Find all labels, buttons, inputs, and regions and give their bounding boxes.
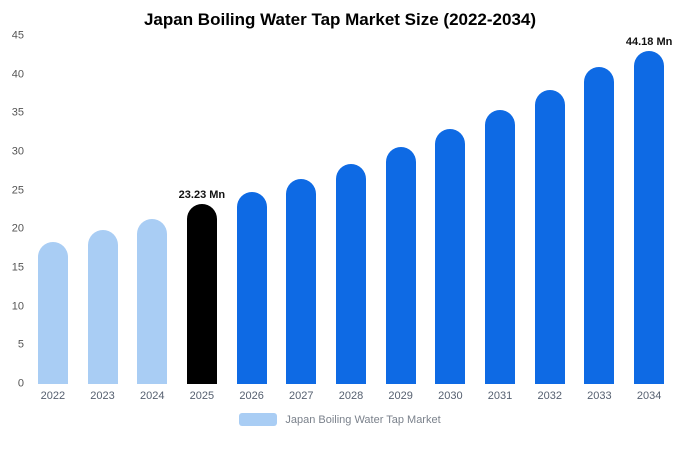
bar-2024	[137, 219, 168, 384]
bar-2034	[634, 51, 665, 384]
legend: Japan Boiling Water Tap Market	[0, 413, 680, 426]
x-tick-label: 2023	[90, 390, 115, 402]
x-tick-label: 2026	[239, 390, 264, 402]
legend-swatch	[239, 413, 278, 426]
bar-group-2022: 2022	[28, 36, 78, 408]
bar-group-2023: 2023	[78, 36, 128, 408]
bar-2025	[186, 204, 217, 384]
x-tick-label: 2031	[487, 390, 513, 402]
bar-group-2030: 2030	[426, 36, 476, 408]
y-tick-label: 5	[17, 338, 24, 351]
x-tick-label: 2029	[388, 390, 413, 402]
bar-group-2024: 2024	[127, 36, 177, 408]
y-tick-label: 40	[11, 68, 24, 81]
x-tick-label: 2032	[537, 390, 562, 402]
bar-group-2028: 2028	[326, 36, 376, 408]
bar-chart: 0 5 10 15 20 25 30 35 40 45 2022 2023 2024 23.23 Mn 2…	[0, 30, 680, 408]
x-tick-label: 2028	[338, 390, 364, 402]
y-tick-label: 10	[11, 300, 24, 313]
bar-2026	[236, 192, 267, 384]
bar-2027	[286, 179, 317, 384]
y-tick-label: 20	[11, 222, 24, 235]
bar-2033	[584, 66, 615, 384]
legend-label: Japan Boiling Water Tap Market	[285, 413, 441, 426]
bar-group-2034: 44.18 Mn 2034	[624, 36, 674, 408]
bar-group-2031: 2031	[475, 36, 525, 408]
plot-area: 2022 2023 2024 23.23 Mn 2025 2026 2027 2028 2029…	[28, 36, 674, 408]
y-tick-label: 35	[11, 106, 24, 119]
x-tick-label: 2025	[189, 390, 215, 402]
y-tick-label: 25	[11, 184, 24, 197]
bar-2032	[534, 90, 565, 384]
bar-group-2032: 2032	[525, 36, 575, 408]
bar-group-2033: 2033	[575, 36, 625, 408]
y-tick-label: 15	[11, 261, 24, 274]
x-tick-label: 2033	[587, 390, 612, 402]
bar-group-2025: 23.23 Mn 2025	[177, 36, 227, 408]
bar-group-2029: 2029	[376, 36, 426, 408]
x-tick-label: 2030	[438, 390, 463, 402]
bar-group-2027: 2027	[276, 36, 326, 408]
bar-2022	[37, 241, 68, 384]
y-tick-label: 30	[11, 145, 24, 158]
chart-page: Japan Boiling Water Tap Market Size (202…	[0, 10, 680, 460]
data-label-2025: 23.23 Mn	[178, 189, 226, 202]
bar-group-2026: 2026	[227, 36, 277, 408]
y-tick-label: 45	[11, 29, 24, 42]
y-axis: 0 5 10 15 20 25 30 35 40 45	[2, 30, 28, 389]
x-tick-label: 2027	[289, 390, 314, 402]
x-tick-label: 2022	[40, 390, 66, 402]
chart-title: Japan Boiling Water Tap Market Size (202…	[143, 10, 537, 29]
bar-2030	[435, 128, 466, 384]
bar-2023	[87, 230, 118, 384]
y-tick-label: 0	[17, 377, 24, 390]
data-label-2034: 44.18 Mn	[625, 36, 673, 48]
x-tick-label: 2034	[636, 390, 662, 402]
bar-2028	[335, 163, 366, 384]
bar-2029	[385, 147, 416, 384]
x-tick-label: 2024	[139, 390, 165, 402]
bar-2031	[485, 110, 516, 384]
